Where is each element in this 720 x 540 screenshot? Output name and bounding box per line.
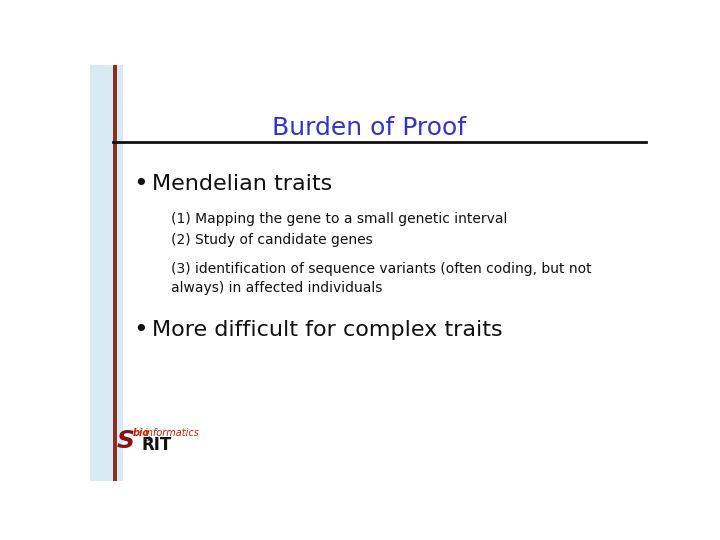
Text: •: •	[133, 319, 148, 342]
Text: (1) Mapping the gene to a small genetic interval: (1) Mapping the gene to a small genetic …	[171, 212, 508, 226]
Text: RIT: RIT	[142, 436, 172, 454]
Text: More difficult for complex traits: More difficult for complex traits	[152, 320, 503, 340]
Bar	[90, 65, 122, 481]
Text: at: at	[145, 436, 152, 442]
Text: •: •	[133, 172, 148, 196]
Bar	[113, 65, 117, 481]
Text: bio: bio	[132, 428, 150, 438]
Text: (2) Study of candidate genes: (2) Study of candidate genes	[171, 233, 373, 247]
Text: S: S	[117, 429, 135, 453]
Text: Burden of Proof: Burden of Proof	[272, 116, 466, 140]
Text: (3) identification of sequence variants (often coding, but not
always) in affect: (3) identification of sequence variants …	[171, 262, 592, 295]
Text: Mendelian traits: Mendelian traits	[152, 174, 332, 194]
Text: informatics: informatics	[145, 428, 200, 438]
